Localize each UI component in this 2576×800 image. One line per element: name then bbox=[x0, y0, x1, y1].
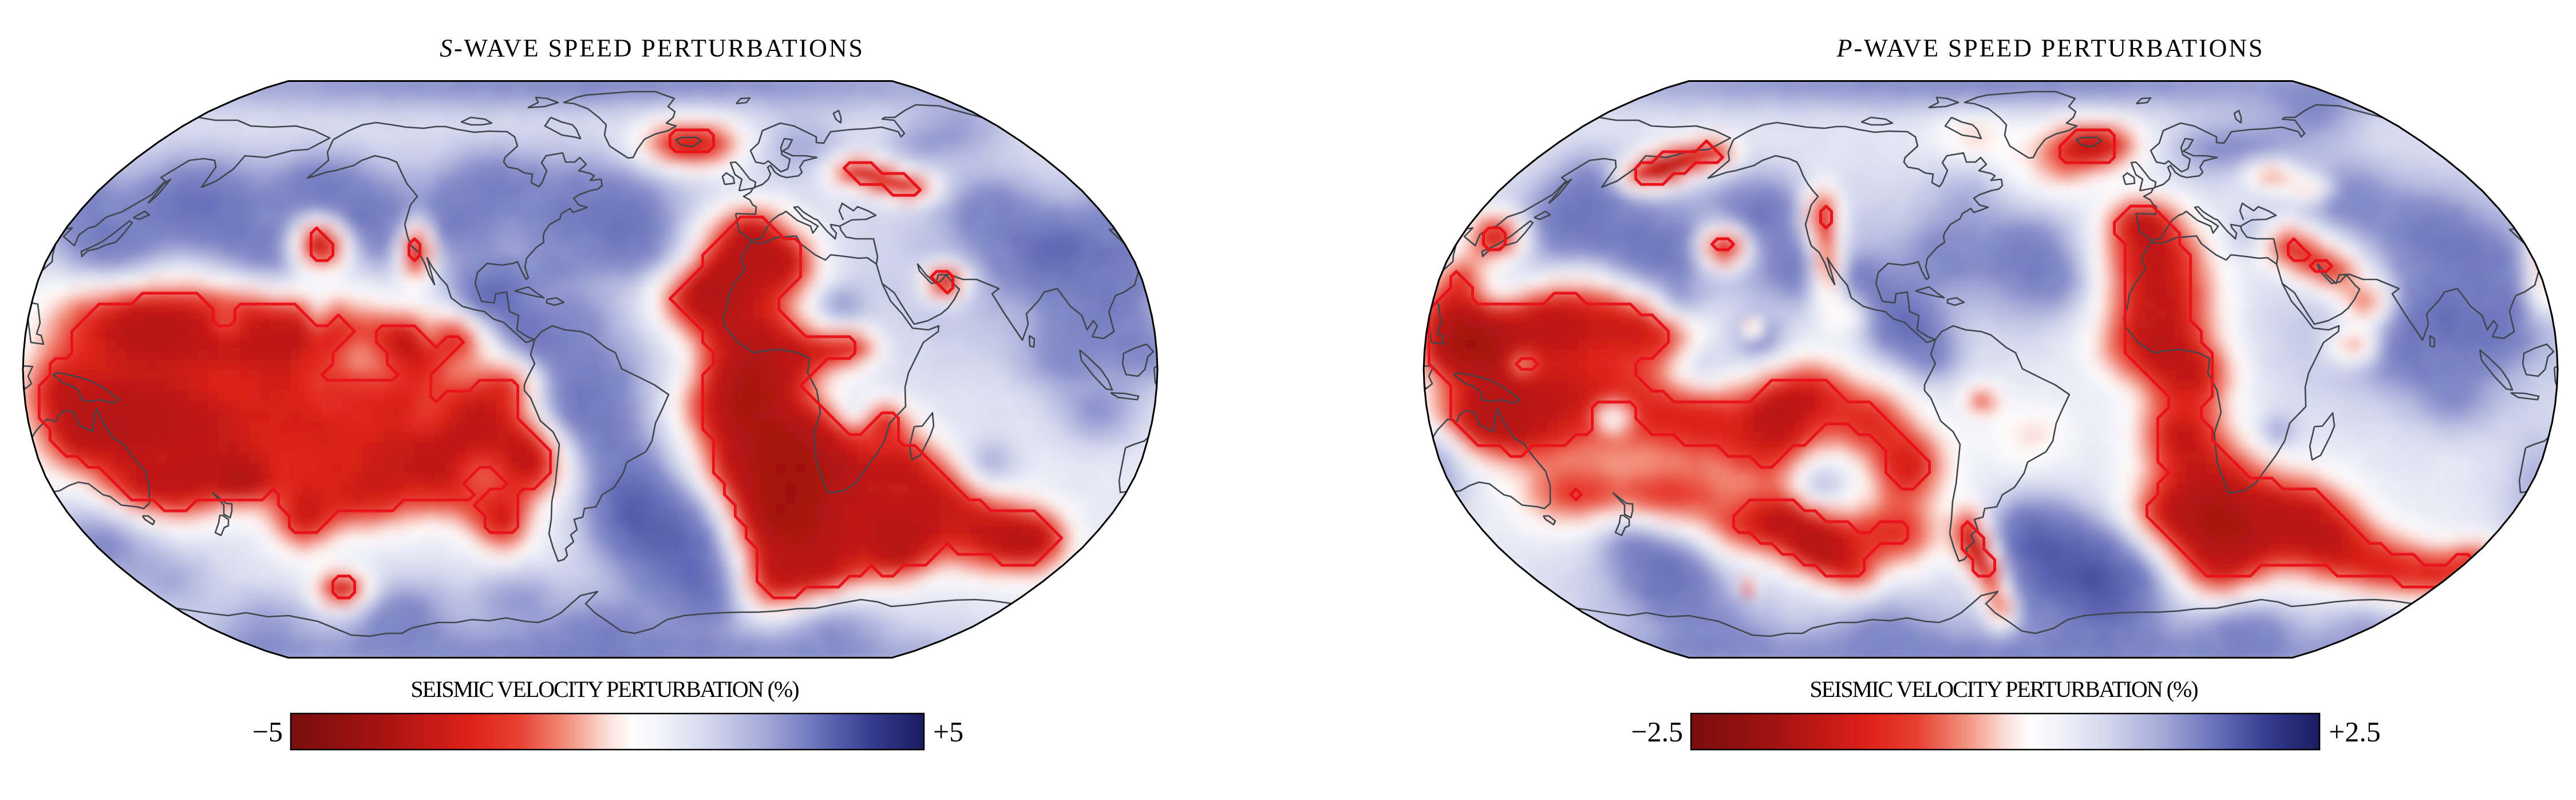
svg-text:−2.5: −2.5 bbox=[1631, 716, 1683, 748]
svg-text:SEISMIC VELOCITY PERTURBATION: SEISMIC VELOCITY PERTURBATION (%) bbox=[1809, 676, 2198, 702]
svg-text:+5: +5 bbox=[933, 716, 963, 748]
svg-text:S-WAVE SPEED PERTURBATIONS: S-WAVE SPEED PERTURBATIONS bbox=[440, 34, 864, 62]
svg-text:SEISMIC VELOCITY PERTURBATION: SEISMIC VELOCITY PERTURBATION (%) bbox=[410, 676, 799, 702]
svg-text:P-WAVE SPEED PERTURBATIONS: P-WAVE SPEED PERTURBATIONS bbox=[1836, 34, 2265, 62]
svg-text:+2.5: +2.5 bbox=[2329, 716, 2381, 748]
svg-text:−5: −5 bbox=[252, 716, 283, 748]
